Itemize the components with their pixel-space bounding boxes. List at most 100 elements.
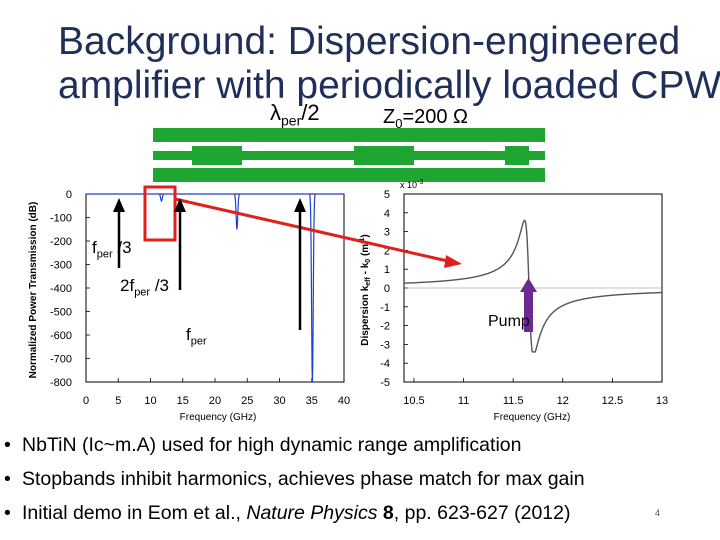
transmission-chart: 0 5 10 15 20 25 30 35 40 0 -100 -200 -300 -400 -500 -6… xyxy=(28,189,350,423)
transmission-y-tick-1: -100 xyxy=(50,213,72,225)
impedance-symbol: Z xyxy=(383,106,396,128)
slide-title-line1: Background: Dispersion-engineered xyxy=(58,20,681,63)
cpw-load-1 xyxy=(192,146,242,165)
fper3-label: fper /3 xyxy=(92,238,132,260)
bullet-dot: • xyxy=(4,434,11,456)
cpw-ground-top xyxy=(153,128,545,142)
f2per3-sub: per xyxy=(134,286,151,299)
dispersion-x-tick-0: 10.5 xyxy=(403,395,424,407)
transmission-y-tick-0: 0 xyxy=(66,189,72,201)
bullet-dot: • xyxy=(4,468,11,490)
dispersion-y-tick-4: 1 xyxy=(384,264,390,276)
bullet-text-segment: Initial demo in Eom et al., xyxy=(22,502,247,524)
bullet-text-segment: , pp. 623-627 (2012) xyxy=(393,502,571,524)
transmission-y-tick-7: -700 xyxy=(50,354,72,366)
f2per3-label: 2fper /3 xyxy=(120,276,169,298)
bullet-item: • Stopbands inhibit harmonics, achieves p… xyxy=(4,462,704,496)
fper-label: fper xyxy=(186,325,207,347)
dispersion-y-tick-2: 3 xyxy=(384,227,390,239)
transmission-x-axis-label: Frequency (GHz) xyxy=(180,412,257,423)
bullet-text-segment: 8 xyxy=(382,502,394,524)
bullet-text-segment: Ti xyxy=(46,434,63,456)
dispersion-x-tick-4: 12.5 xyxy=(602,395,623,407)
dispersion-y-axis-label: Dispersion keff - k0 (m-1) xyxy=(359,234,372,346)
dispersion-y-tick-7: -2 xyxy=(380,321,390,333)
highlight-box xyxy=(143,185,177,242)
dispersion-x-tick-5: 13 xyxy=(656,395,668,407)
dispersion-multiplier: x 10-3 xyxy=(400,179,423,190)
dispersion-chart: 10.5 11 11.5 12 12.5 13 5 4 3 2 1 0 -1 -2 -3 -4 -5 Freq… xyxy=(359,179,668,423)
transmission-y-axis-label: Normalized Power Transmission (dB) xyxy=(28,202,39,379)
bullet-text-segment: N (Ic~m.A) used for high dynamic range a… xyxy=(62,434,522,456)
transmission-x-tick-4: 20 xyxy=(209,395,221,407)
dispersion-y-tick-3: 2 xyxy=(384,245,390,257)
fper3-sub: per xyxy=(96,248,113,261)
transmission-x-tick-8: 40 xyxy=(338,395,350,407)
dispersion-x-tick-2: 11.5 xyxy=(503,395,524,407)
cpw-load-3 xyxy=(505,146,529,165)
transmission-y-tick-labels: 0 -100 -200 -300 -400 -500 -600 -700 -800 xyxy=(50,189,72,389)
dispersion-x-axis-label: Frequency (GHz) xyxy=(494,412,571,423)
f2per3-main: 2f xyxy=(120,276,135,295)
dispersion-y-tick-8: -3 xyxy=(380,339,390,351)
dispersion-y-tick-10: -5 xyxy=(380,377,390,389)
dispersion-x-tick-labels: 10.5 11 11.5 12 12.5 13 xyxy=(403,395,668,407)
bullet-item: • Initial demo in Eom et al., Nature Phys… xyxy=(4,496,704,530)
transmission-y-tick-2: -200 xyxy=(50,236,72,248)
bullet-list: • NbTiN (Ic~m.A) used for high dynamic ra… xyxy=(4,428,704,530)
transmission-y-tick-6: -600 xyxy=(50,330,72,342)
bullet-text-segment: Stopbands inhibit harmonics, achieves ph… xyxy=(22,468,585,490)
transmission-x-tick-5: 25 xyxy=(241,395,253,407)
cpw-center-line xyxy=(153,151,545,160)
slide-title-line2: amplifier with periodically loaded CPW xyxy=(58,64,720,107)
pump-text: Pump xyxy=(488,313,530,330)
transmission-x-tick-1: 5 xyxy=(115,395,121,407)
highlight-connector-arrow xyxy=(174,197,453,264)
transmission-x-tick-3: 15 xyxy=(177,395,189,407)
bullet-text-segment: Nb xyxy=(22,434,47,456)
impedance-tail: =200 Ω xyxy=(402,106,469,128)
f2per3-tail: /3 xyxy=(150,276,169,295)
dispersion-y-tick-6: -1 xyxy=(380,302,390,314)
lambda-sub: per xyxy=(281,112,302,129)
fper-sub: per xyxy=(190,335,207,348)
pump-arrow-shaft xyxy=(524,290,533,332)
transmission-x-tick-6: 30 xyxy=(273,395,285,407)
dispersion-y-tick-9: -4 xyxy=(380,358,390,370)
fper-main: f xyxy=(186,325,191,344)
dispersion-y-tick-labels: 5 4 3 2 1 0 -1 -2 -3 -4 -5 xyxy=(380,189,390,389)
cpw-diagram xyxy=(153,128,545,182)
annotation-arrows xyxy=(113,198,306,330)
dispersion-x-tick-3: 12 xyxy=(557,395,569,407)
dispersion-tick-marks xyxy=(404,193,663,383)
slide-title: Background: Dispersion-engineered amplif… xyxy=(58,20,720,108)
impedance-label: Z0=200 Ω xyxy=(383,106,468,131)
transmission-x-tick-labels: 0 5 10 15 20 25 30 35 40 xyxy=(83,395,350,407)
bullet-dot: • xyxy=(4,502,11,524)
transmission-y-tick-4: -400 xyxy=(50,283,72,295)
lambda-label: λper/2 xyxy=(270,100,320,128)
transmission-y-tick-3: -300 xyxy=(50,260,72,272)
transmission-y-tick-5: -500 xyxy=(50,307,72,319)
bullet-text-segment: Nature Physics xyxy=(246,502,378,524)
highlight-arrow-head xyxy=(444,255,462,268)
cpw-ground-bottom xyxy=(153,168,545,182)
transmission-x-tick-0: 0 xyxy=(83,395,89,407)
bullet-item: • NbTiN (Ic~m.A) used for high dynamic ra… xyxy=(4,428,704,462)
fper3-main: f xyxy=(92,238,97,257)
pump-arrow-head xyxy=(520,278,537,292)
page-number: 4 xyxy=(655,508,661,518)
arrow-fper3-head xyxy=(113,198,125,212)
impedance-sub: 0 xyxy=(395,116,403,131)
dispersion-y-tick-1: 4 xyxy=(384,208,390,220)
transmission-x-tick-2: 10 xyxy=(144,395,156,407)
dispersion-y-tick-0: 5 xyxy=(384,189,390,201)
cpw-load-2 xyxy=(354,146,414,165)
dispersion-x-tick-1: 11 xyxy=(458,395,469,407)
arrow-fper-head xyxy=(294,198,306,212)
transmission-series-line xyxy=(86,193,344,383)
lambda-symbol: λ xyxy=(270,100,281,125)
transmission-x-tick-7: 35 xyxy=(306,395,318,407)
transmission-tick-marks xyxy=(85,193,345,383)
